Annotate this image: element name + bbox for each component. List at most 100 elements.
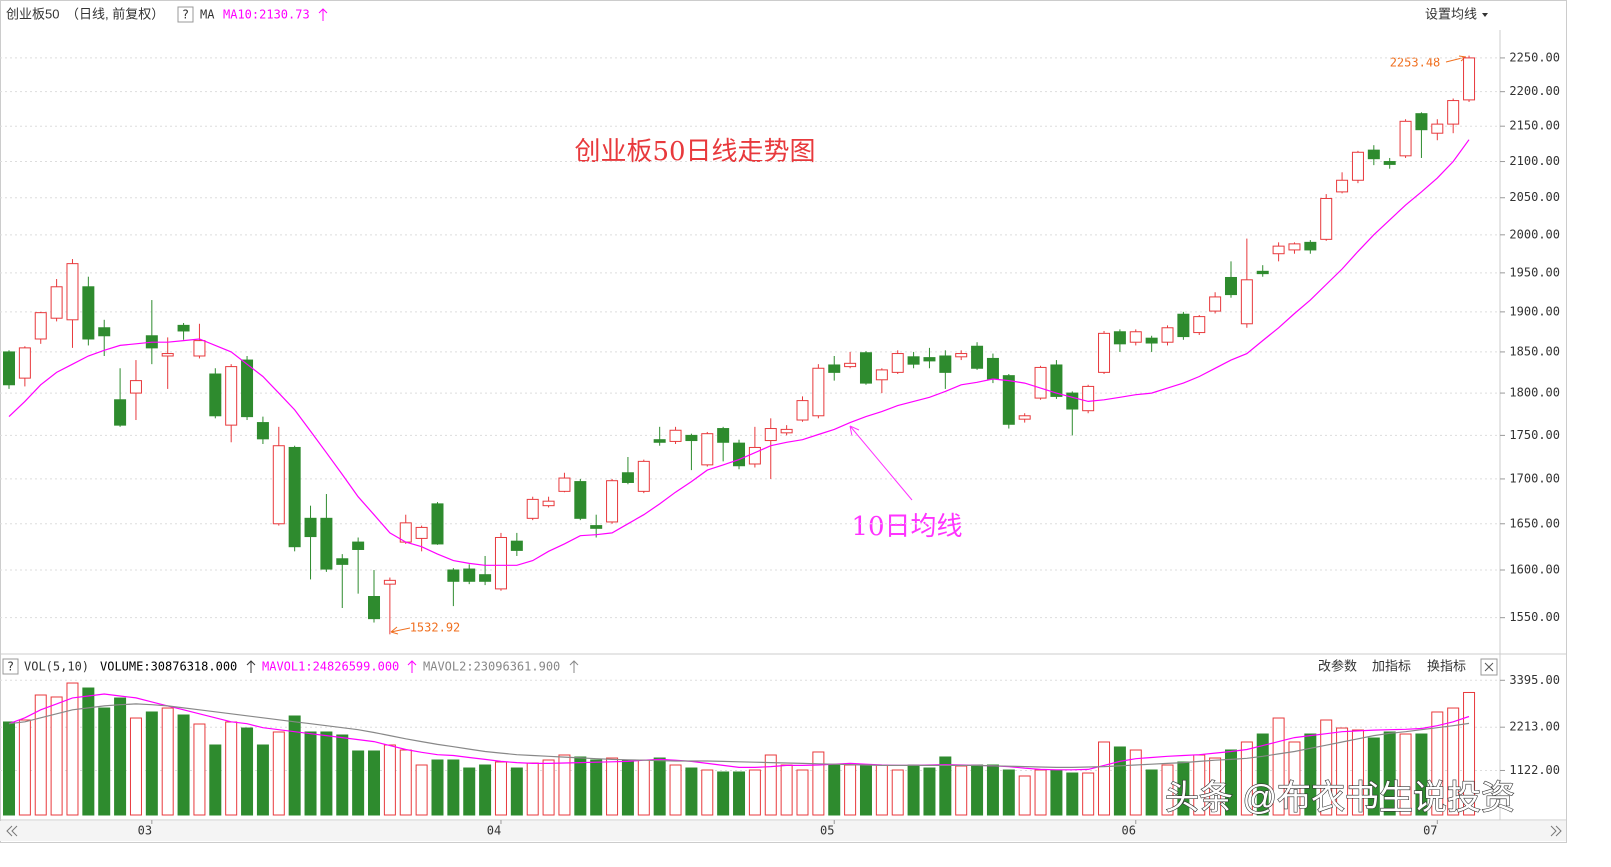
- candle-body: [463, 568, 476, 582]
- candle-body: [764, 428, 777, 442]
- candle-body: [1050, 364, 1063, 397]
- volume-bar: [542, 759, 555, 816]
- volume-bar: [82, 687, 95, 816]
- high-label: 2253.48: [1390, 56, 1441, 70]
- candle-body: [1256, 270, 1269, 275]
- mavol-line: [8, 693, 1470, 771]
- volume-bar: [479, 764, 492, 816]
- volume-bar: [447, 759, 460, 816]
- candle-body: [685, 434, 698, 442]
- candle-body: [1415, 113, 1428, 131]
- candle-body: [653, 439, 666, 443]
- volume-bar: [955, 765, 968, 816]
- dropdown-caret[interactable]: [1482, 13, 1488, 17]
- candle-body: [1002, 375, 1015, 425]
- volume-bar: [1113, 746, 1126, 816]
- x-tick-label: 07: [1423, 824, 1437, 838]
- candle-body: [1177, 313, 1190, 338]
- volume-bar: [34, 694, 47, 816]
- low-arrow: [390, 626, 411, 635]
- volume-bar: [399, 749, 412, 816]
- volume-bar: [1272, 717, 1285, 816]
- candle-body: [1145, 337, 1158, 344]
- chart-annotation: 创业板50日线走势图: [574, 137, 815, 167]
- candle-body: [320, 517, 333, 570]
- candle-body: [304, 517, 317, 538]
- candle-body: [717, 428, 730, 443]
- volume-bar: [590, 759, 603, 816]
- candle-body: [1066, 392, 1079, 410]
- volume-bar: [971, 764, 984, 816]
- candle-body: [1399, 120, 1412, 157]
- x-tick-label: 04: [487, 824, 501, 838]
- edit-params-button[interactable]: 改参数: [1318, 658, 1357, 673]
- add-indicator-button[interactable]: 加指标: [1372, 658, 1411, 673]
- volume-bar: [1463, 691, 1476, 816]
- candle-body: [1098, 332, 1111, 373]
- annotation-arrow: [849, 425, 913, 501]
- candle-body: [1431, 123, 1444, 134]
- volume-bar: [859, 764, 872, 816]
- scroll-right[interactable]: [1550, 825, 1562, 837]
- indicator-name: MA: [200, 8, 215, 22]
- scroll-bar[interactable]: [0, 821, 1566, 841]
- candle-body: [34, 312, 47, 340]
- volume-bar: [748, 769, 761, 816]
- chart-subtitle: （日线, 前复权）: [66, 6, 164, 21]
- volume-bar: [1288, 741, 1301, 816]
- candle-body: [1320, 197, 1333, 240]
- candle-body: [1018, 415, 1031, 420]
- help-icon[interactable]: ?: [7, 660, 14, 674]
- volume-bar: [1161, 764, 1174, 816]
- volume-bar: [1129, 749, 1142, 816]
- candle-body: [1161, 327, 1174, 343]
- volume-bar: [891, 769, 904, 816]
- volume-bar: [114, 697, 127, 816]
- volume-bar: [145, 711, 158, 816]
- candle-body: [907, 356, 920, 365]
- volume-bar: [225, 721, 238, 816]
- candle-body: [1224, 276, 1237, 296]
- volume-bar: [1383, 731, 1396, 816]
- candle-body: [272, 445, 285, 525]
- candle-body: [955, 353, 968, 358]
- candle-body: [558, 477, 571, 492]
- help-box[interactable]: [177, 6, 194, 23]
- candle-body: [241, 359, 254, 418]
- x-tick-label: 05: [820, 824, 834, 838]
- close-icon[interactable]: [1484, 662, 1494, 672]
- candle-body: [1209, 296, 1222, 312]
- scroll-left[interactable]: [6, 825, 18, 837]
- candle-body: [256, 422, 269, 440]
- y-tick-label: 2000.00: [1509, 227, 1560, 241]
- candle-body: [859, 352, 872, 384]
- candle-body: [733, 442, 746, 467]
- volume-bar: [415, 764, 428, 816]
- candle-body: [812, 367, 825, 417]
- volume-bar: [1018, 775, 1031, 816]
- candle-body: [828, 364, 841, 373]
- volume-bar: [177, 714, 190, 816]
- help-icon[interactable]: ?: [182, 8, 189, 22]
- candle-body: [288, 446, 301, 548]
- help-box[interactable]: [2, 658, 19, 675]
- mavol2-legend: MAVOL2:23096361.900: [423, 660, 560, 674]
- volume-bar: [129, 717, 142, 816]
- y-tick-label: 1650.00: [1509, 516, 1560, 530]
- candle-body: [796, 400, 809, 421]
- volume-bar: [1431, 711, 1444, 816]
- candle-body: [431, 503, 444, 545]
- volume-bar: [193, 723, 206, 816]
- volume-bar: [320, 731, 333, 816]
- candle-body: [574, 481, 587, 519]
- volume-bar: [558, 754, 571, 816]
- volume-bar: [1240, 741, 1253, 816]
- ma-legend: MA10:2130.73: [223, 8, 310, 22]
- ma-setting-button[interactable]: 设置均线: [1425, 6, 1477, 21]
- volume-bar: [923, 767, 936, 816]
- volume-bar: [256, 744, 269, 816]
- chart-title: 创业板50: [6, 6, 59, 21]
- volume-bar: [1002, 769, 1015, 816]
- switch-indicator-button[interactable]: 换指标: [1427, 658, 1466, 673]
- y-tick-label: 2050.00: [1509, 190, 1560, 204]
